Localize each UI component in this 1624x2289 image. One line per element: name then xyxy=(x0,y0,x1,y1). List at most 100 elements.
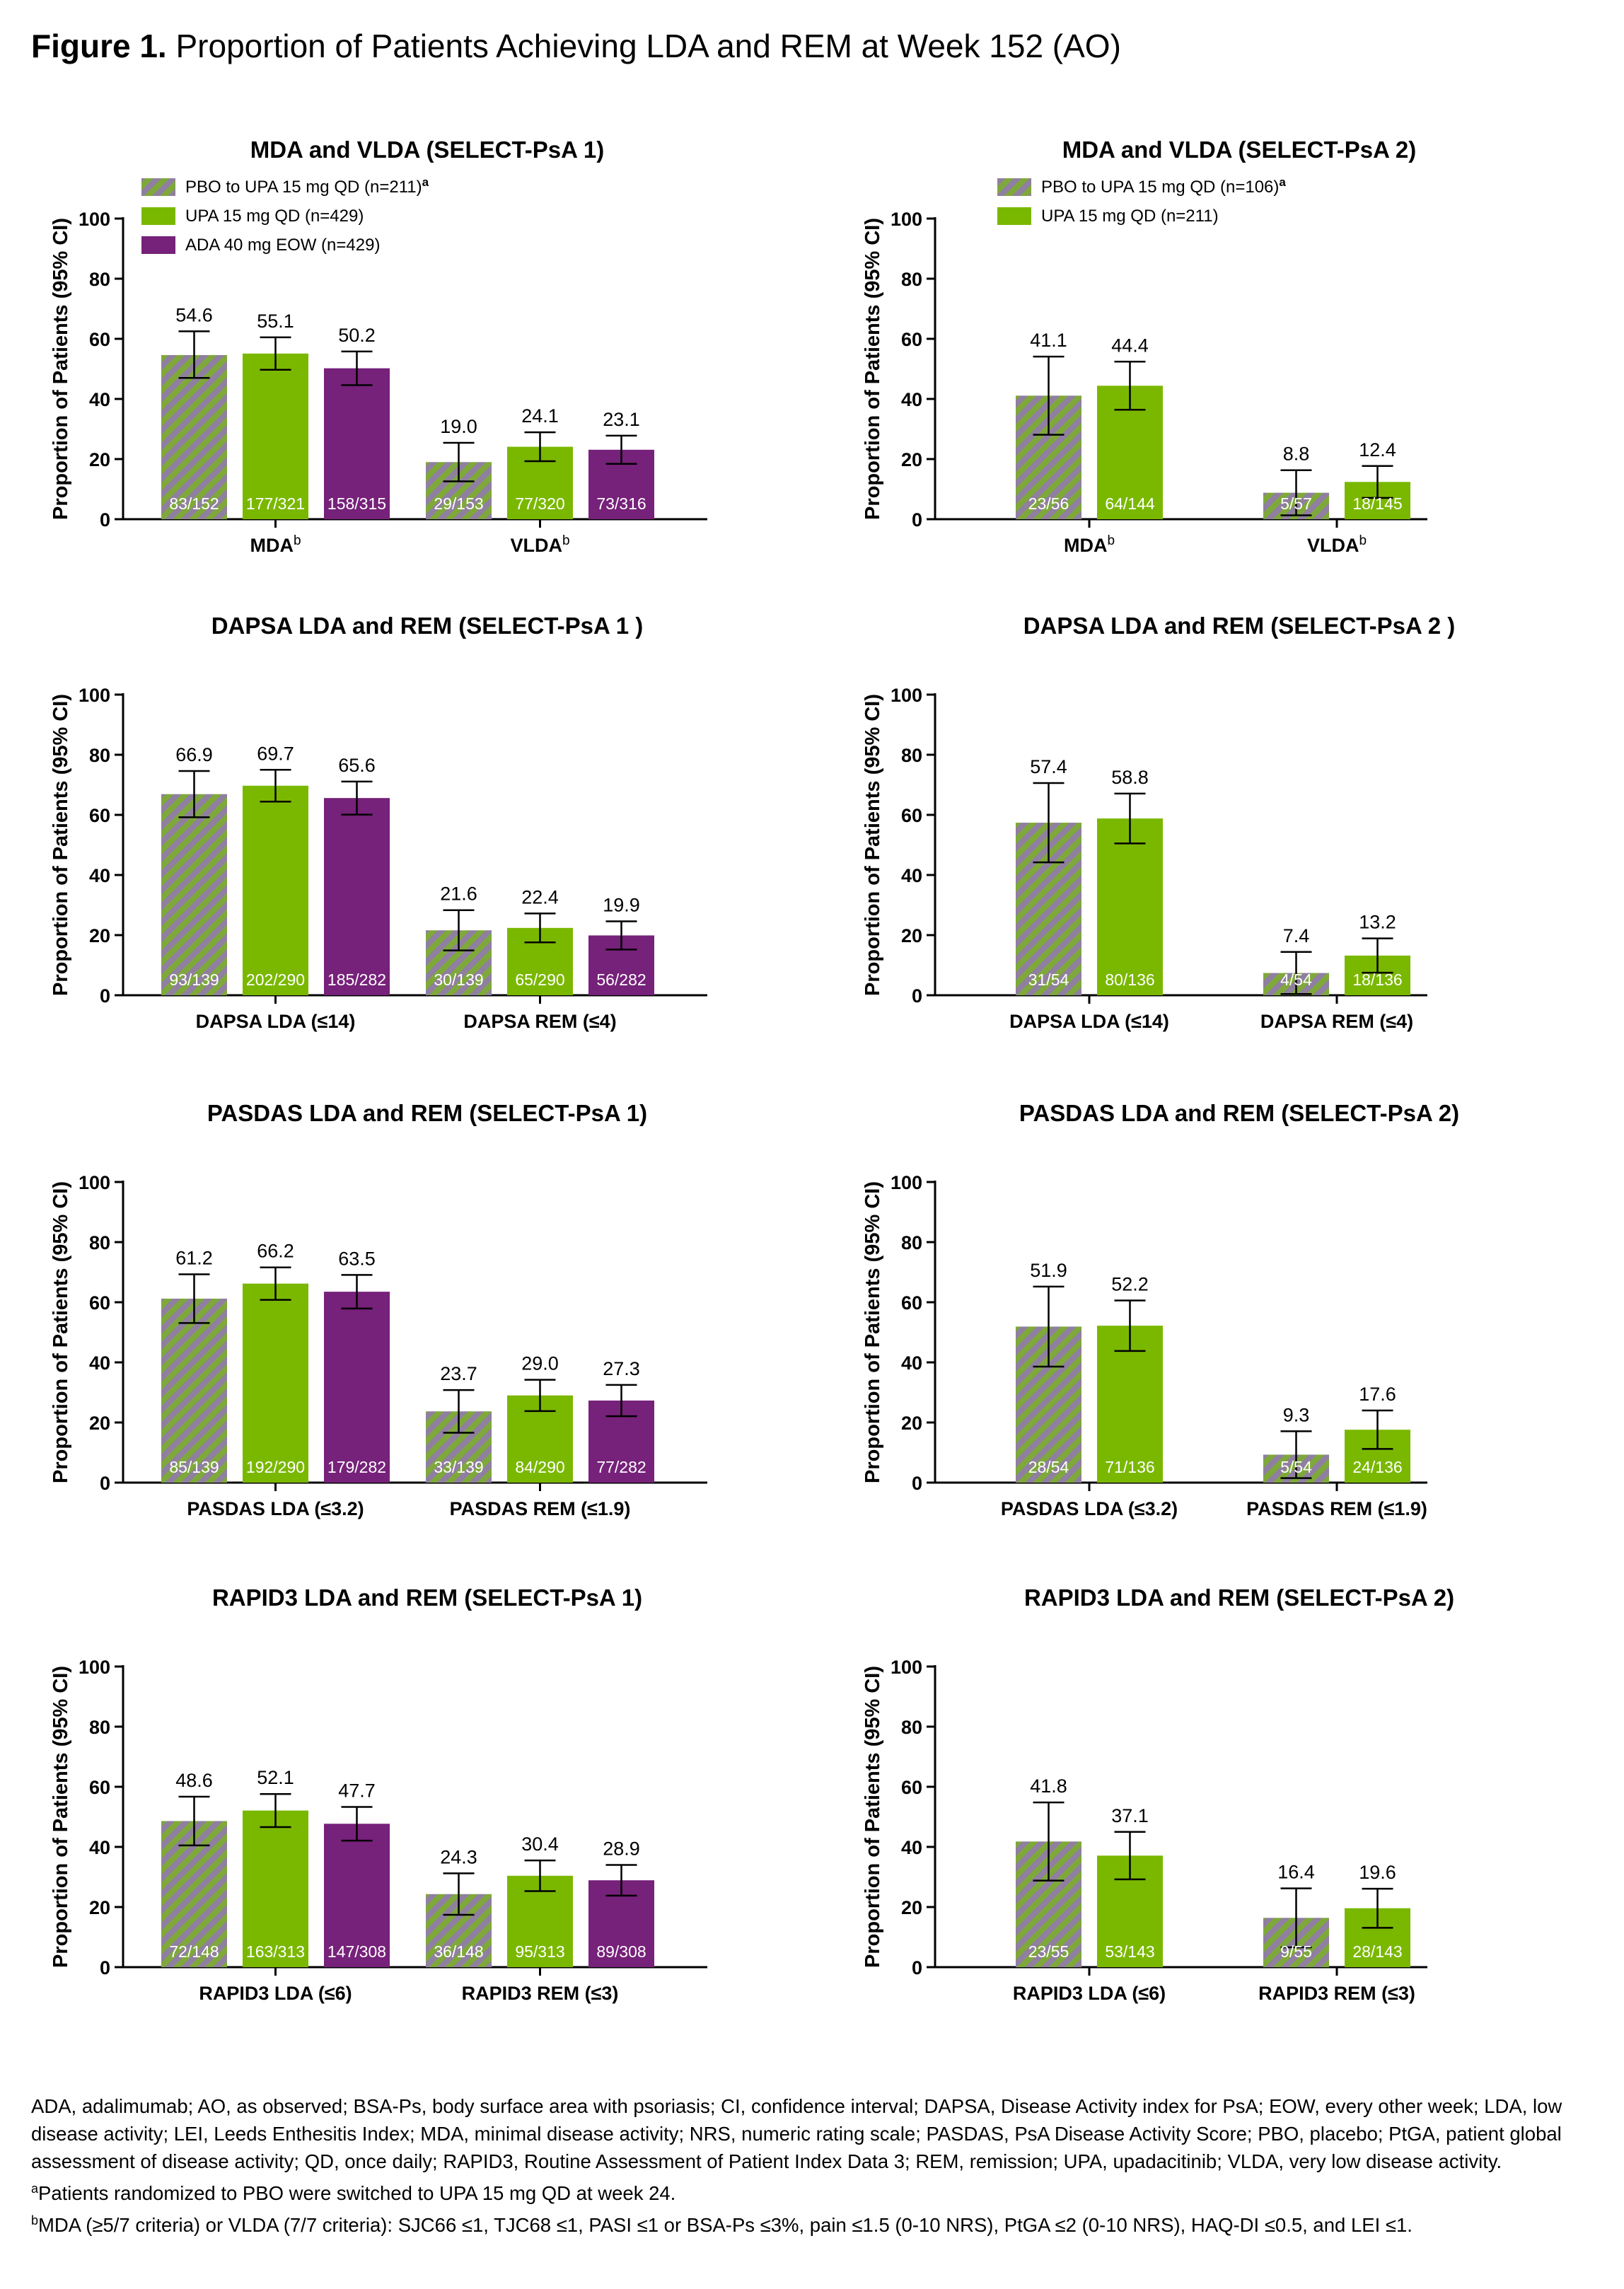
data-label-value: 57.4 xyxy=(1030,756,1067,777)
y-tick-label: 80 xyxy=(901,1717,922,1738)
figure-title-text: Proportion of Patients Achieving LDA and… xyxy=(166,28,1121,64)
bar-pbo xyxy=(161,1298,227,1483)
chart-svg: RAPID3 LDA and REM (SELECT-PsA 2) Proport… xyxy=(862,1584,1454,2004)
data-label-count: 147/308 xyxy=(327,1942,386,1961)
y-tick-label: 20 xyxy=(89,449,110,470)
y-tick-label: 80 xyxy=(89,269,110,290)
data-label-value: 24.3 xyxy=(440,1846,477,1867)
y-tick-label: 40 xyxy=(901,1837,922,1858)
data-label-value: 24.1 xyxy=(521,405,559,427)
x-tick-label-sup: b xyxy=(1359,533,1367,548)
data-label-value: 52.1 xyxy=(257,1767,294,1788)
y-tick-label: 0 xyxy=(912,1473,922,1494)
data-label-count: 80/136 xyxy=(1105,970,1154,989)
legend-swatch-upa xyxy=(997,207,1031,225)
data-label-value: 9.3 xyxy=(1283,1404,1310,1425)
data-label-value: 41.8 xyxy=(1030,1775,1067,1797)
chart-svg: MDA and VLDA (SELECT-PsA 1) Proportion of… xyxy=(50,137,707,556)
y-tick-label: 100 xyxy=(79,209,110,230)
data-label-count: 192/290 xyxy=(246,1458,305,1476)
chart-svg: PASDAS LDA and REM (SELECT-PsA 2) Proport… xyxy=(862,1100,1459,1519)
x-tick-label-text: MDA xyxy=(1064,535,1108,556)
data-label-value: 23.7 xyxy=(440,1363,477,1384)
chart-panel-pasdas-psa1: PASDAS LDA and REM (SELECT-PsA 1) Proport… xyxy=(0,1087,812,1582)
x-tick-label-rapid3-rem-3: RAPID3 REM (≤3) xyxy=(1258,1983,1415,2004)
chart-title: MDA and VLDA (SELECT-PsA 1) xyxy=(250,137,605,163)
legend-label-text: UPA 15 mg QD (n=429) xyxy=(185,207,364,226)
legend-label-sup: a xyxy=(1279,175,1286,189)
y-tick-label: 60 xyxy=(89,805,110,826)
chart-panel-rapid3-psa1: RAPID3 LDA and REM (SELECT-PsA 1) Proport… xyxy=(0,1572,812,2067)
y-tick-label: 0 xyxy=(100,509,110,531)
data-label-value: 54.6 xyxy=(175,304,213,325)
data-label-count: 18/145 xyxy=(1352,494,1402,513)
data-label-value: 21.6 xyxy=(440,883,477,905)
data-label-count: 83/152 xyxy=(169,494,219,513)
footnote-b-marker: b xyxy=(31,2213,39,2228)
legend-label-sup: a xyxy=(422,175,429,189)
x-tick-label-text: DAPSA REM (≤4) xyxy=(463,1011,616,1032)
data-label-count: 64/144 xyxy=(1105,494,1155,513)
data-label-value: 27.3 xyxy=(603,1358,640,1379)
data-label-count: 9/55 xyxy=(1280,1942,1312,1961)
abbreviations-footnote: ADA, adalimumab; AO, as observed; BSA-Ps… xyxy=(31,2095,1562,2172)
legend-label-upa: UPA 15 mg QD (n=429) xyxy=(185,207,364,226)
data-label-count: 73/316 xyxy=(596,494,646,513)
y-axis-label: Proportion of Patients (95% CI) xyxy=(50,694,72,996)
chart-svg: PASDAS LDA and REM (SELECT-PsA 1) Proport… xyxy=(50,1100,707,1519)
y-tick-label: 40 xyxy=(89,1837,110,1858)
data-label-count: 53/143 xyxy=(1105,1942,1154,1961)
data-label-count: 89/308 xyxy=(596,1942,646,1961)
x-tick-label-sup: b xyxy=(562,533,570,548)
data-label-count: 33/139 xyxy=(434,1458,483,1476)
footnote-b: bMDA (≥5/7 criteria) or VLDA (7/7 criter… xyxy=(31,2207,1601,2239)
x-tick-label-text: PASDAS REM (≤1.9) xyxy=(450,1498,631,1519)
data-label-value: 63.5 xyxy=(338,1248,376,1269)
data-label-value: 69.7 xyxy=(257,743,294,764)
bar-ada xyxy=(324,1292,390,1483)
data-label-value: 7.4 xyxy=(1283,925,1310,946)
y-tick-label: 20 xyxy=(901,1413,922,1434)
x-tick-label-vlda: VLDAb xyxy=(1307,533,1367,556)
x-tick-label-text: VLDA xyxy=(1307,535,1359,556)
legend-label-text: UPA 15 mg QD (n=211) xyxy=(1041,207,1219,226)
x-tick-label-mda: MDAb xyxy=(250,533,301,556)
y-tick-label: 0 xyxy=(912,1957,922,1978)
y-tick-label: 60 xyxy=(89,1292,110,1314)
y-tick-label: 60 xyxy=(901,329,922,350)
data-label-value: 51.9 xyxy=(1030,1260,1067,1281)
x-tick-label-text: PASDAS REM (≤1.9) xyxy=(1246,1498,1427,1519)
data-label-value: 30.4 xyxy=(521,1833,559,1855)
data-label-count: 56/282 xyxy=(596,970,646,989)
y-tick-label: 60 xyxy=(901,1777,922,1798)
y-tick-label: 20 xyxy=(901,1897,922,1918)
data-label-value: 65.6 xyxy=(338,755,376,776)
chart-svg: DAPSA LDA and REM (SELECT-PsA 1 ) Proport… xyxy=(50,613,707,1032)
data-label-count: 18/136 xyxy=(1352,970,1402,989)
y-tick-label: 80 xyxy=(901,745,922,766)
y-tick-label: 20 xyxy=(901,449,922,470)
chart-title: MDA and VLDA (SELECT-PsA 2) xyxy=(1062,137,1417,163)
y-tick-label: 0 xyxy=(100,985,110,1007)
data-label-count: 24/136 xyxy=(1352,1458,1402,1476)
y-tick-label: 100 xyxy=(79,1657,110,1678)
y-tick-label: 40 xyxy=(901,865,922,886)
data-label-value: 37.1 xyxy=(1111,1805,1149,1826)
footnotes: ADA, adalimumab; AO, as observed; BSA-Ps… xyxy=(31,2092,1601,2239)
data-label-count: 71/136 xyxy=(1105,1458,1154,1476)
x-tick-label-dapsa-rem-4: DAPSA REM (≤4) xyxy=(1260,1011,1413,1032)
data-label-value: 29.0 xyxy=(521,1353,559,1374)
y-tick-label: 20 xyxy=(89,1897,110,1918)
y-tick-label: 60 xyxy=(89,1777,110,1798)
data-label-count: 158/315 xyxy=(327,494,386,513)
bar-ada xyxy=(324,798,390,995)
data-label-value: 48.6 xyxy=(175,1770,213,1791)
y-tick-label: 100 xyxy=(79,685,110,706)
data-label-value: 16.4 xyxy=(1277,1862,1315,1883)
y-tick-label: 20 xyxy=(901,925,922,946)
legend-label-text: PBO to UPA 15 mg QD (n=106) xyxy=(1041,178,1279,197)
data-label-count: 23/55 xyxy=(1028,1942,1069,1961)
y-tick-label: 60 xyxy=(901,1292,922,1314)
data-label-count: 30/139 xyxy=(434,970,483,989)
x-tick-label-rapid3-rem-3: RAPID3 REM (≤3) xyxy=(462,1983,619,2004)
